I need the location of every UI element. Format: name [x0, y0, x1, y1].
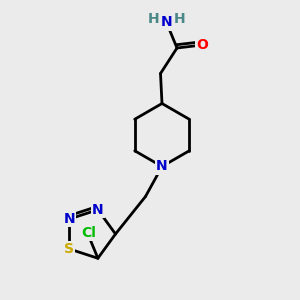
Text: H: H	[148, 12, 160, 26]
Text: N: N	[64, 212, 75, 226]
Text: H: H	[173, 12, 185, 26]
Text: S: S	[64, 242, 74, 256]
Text: N: N	[161, 16, 172, 29]
Text: O: O	[196, 38, 208, 52]
Text: N: N	[156, 160, 168, 173]
Text: Cl: Cl	[81, 226, 96, 240]
Text: N: N	[92, 203, 104, 217]
